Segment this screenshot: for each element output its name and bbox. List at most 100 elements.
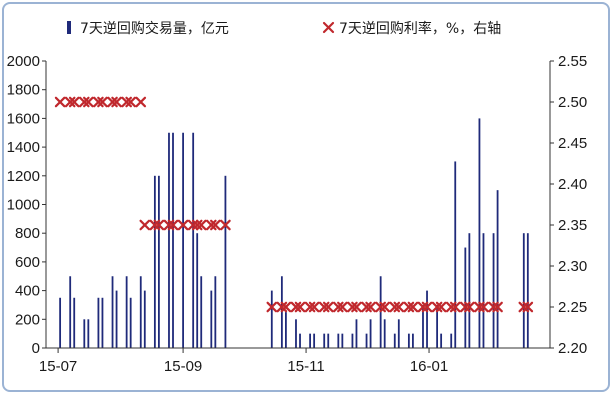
rate-marker	[417, 301, 429, 313]
y-right-tick-label: 2.35	[558, 217, 587, 234]
volume-bar	[129, 297, 132, 348]
rate-marker	[488, 301, 499, 313]
volume-bar	[496, 190, 499, 348]
rate-marker	[135, 96, 147, 108]
rate-marker	[167, 219, 179, 231]
volume-bar	[365, 333, 368, 348]
rate-marker	[121, 96, 132, 108]
rate-marker	[97, 96, 108, 108]
volume-bar	[83, 319, 86, 348]
volume-bar	[323, 333, 326, 348]
volume-bar	[309, 333, 311, 348]
volume-bar	[522, 233, 525, 348]
rate-marker	[389, 301, 401, 313]
volume-bar	[97, 297, 100, 348]
volume-bar	[440, 333, 443, 348]
y-right-tick-label: 2.20	[558, 340, 587, 357]
rate-marker	[290, 301, 302, 313]
rate-marker	[318, 301, 330, 313]
rate-marker	[107, 96, 118, 108]
rate-marker	[210, 219, 221, 231]
volume-bar	[172, 132, 174, 348]
rate-marker	[195, 219, 207, 231]
rate-marker	[177, 219, 189, 231]
rate-marker	[347, 301, 358, 313]
volume-bar	[369, 319, 372, 348]
rate-marker	[393, 301, 405, 313]
volume-bar	[478, 118, 481, 349]
volume-bar	[143, 290, 146, 348]
volume-bar	[200, 276, 203, 348]
y-left-tick-label: 1600	[7, 110, 40, 127]
rate-marker	[333, 301, 344, 313]
rate-marker	[337, 301, 348, 313]
rate-marker	[206, 219, 217, 231]
y-left-tick-label: 1200	[7, 168, 40, 185]
x-tick-label: 15-11	[287, 358, 324, 375]
y-right-tick-label: 2.40	[558, 176, 587, 193]
y-right-tick-label: 2.30	[558, 258, 587, 275]
y-left-tick-label: 600	[15, 254, 40, 271]
volume-bar	[69, 276, 72, 348]
volume-bar	[468, 233, 471, 348]
rate-marker	[54, 96, 66, 108]
legend-swatch-volume	[67, 21, 71, 34]
volume-bar	[482, 233, 485, 348]
volume-bar	[464, 247, 467, 348]
volume-bar	[355, 319, 358, 348]
rate-marker	[492, 301, 503, 313]
volume-bar	[111, 276, 114, 348]
rate-marker	[308, 301, 320, 313]
volume-bar	[397, 319, 400, 348]
volume-bar	[153, 175, 156, 348]
legend-label-volume: 7天逆回购交易量，亿元	[80, 20, 229, 37]
rate-marker	[379, 301, 390, 313]
volume-bar	[87, 319, 90, 348]
volume-bar	[450, 333, 453, 348]
rate-marker	[351, 301, 362, 313]
volume-bar	[270, 290, 273, 348]
volume-bar	[182, 132, 184, 348]
volume-bar	[196, 233, 199, 348]
volume-bar	[393, 333, 396, 348]
rate-marker	[421, 301, 433, 313]
volume-bar	[59, 297, 62, 348]
rate-marker	[361, 301, 372, 313]
rate-marker	[68, 96, 80, 108]
legend-label-rate: 7天逆回购利率，%，右轴	[339, 20, 501, 37]
volume-bar	[341, 333, 344, 348]
rate-marker	[163, 219, 175, 231]
rate-marker	[435, 301, 447, 313]
volume-bar	[101, 297, 104, 348]
volume-bar	[426, 290, 428, 348]
x-tick-label: 15-07	[39, 358, 77, 375]
y-left-tick-label: 800	[15, 225, 40, 242]
volume-bar	[214, 276, 217, 348]
y-left-tick-label: 200	[15, 311, 40, 328]
legend: 7天逆回购交易量，亿元 7天逆回购利率，%，右轴	[67, 20, 501, 37]
y-left-tick-label: 0	[32, 340, 40, 357]
volume-bar	[224, 175, 227, 348]
volume-bar	[337, 333, 340, 348]
rate-marker	[149, 219, 161, 231]
rate-marker	[93, 96, 104, 108]
volume-bar	[125, 276, 128, 348]
volume-bar	[168, 132, 170, 348]
y-left-tick-label: 1000	[7, 197, 40, 214]
rate-marker	[191, 219, 203, 231]
rate-marker	[518, 301, 530, 313]
rate-marker	[280, 301, 292, 313]
y-right-tick-label: 2.45	[558, 135, 587, 152]
rate-marker	[322, 301, 334, 313]
volume-bar	[407, 333, 410, 348]
volume-bar	[115, 290, 118, 348]
rate-marker	[431, 301, 443, 313]
volume-bar	[192, 132, 195, 348]
rate-marker	[460, 301, 471, 313]
volume-bar	[295, 319, 297, 348]
volume-bar	[454, 161, 457, 348]
volume-bar	[436, 304, 439, 348]
volume-bar	[285, 312, 287, 348]
rate-marker	[474, 301, 485, 313]
